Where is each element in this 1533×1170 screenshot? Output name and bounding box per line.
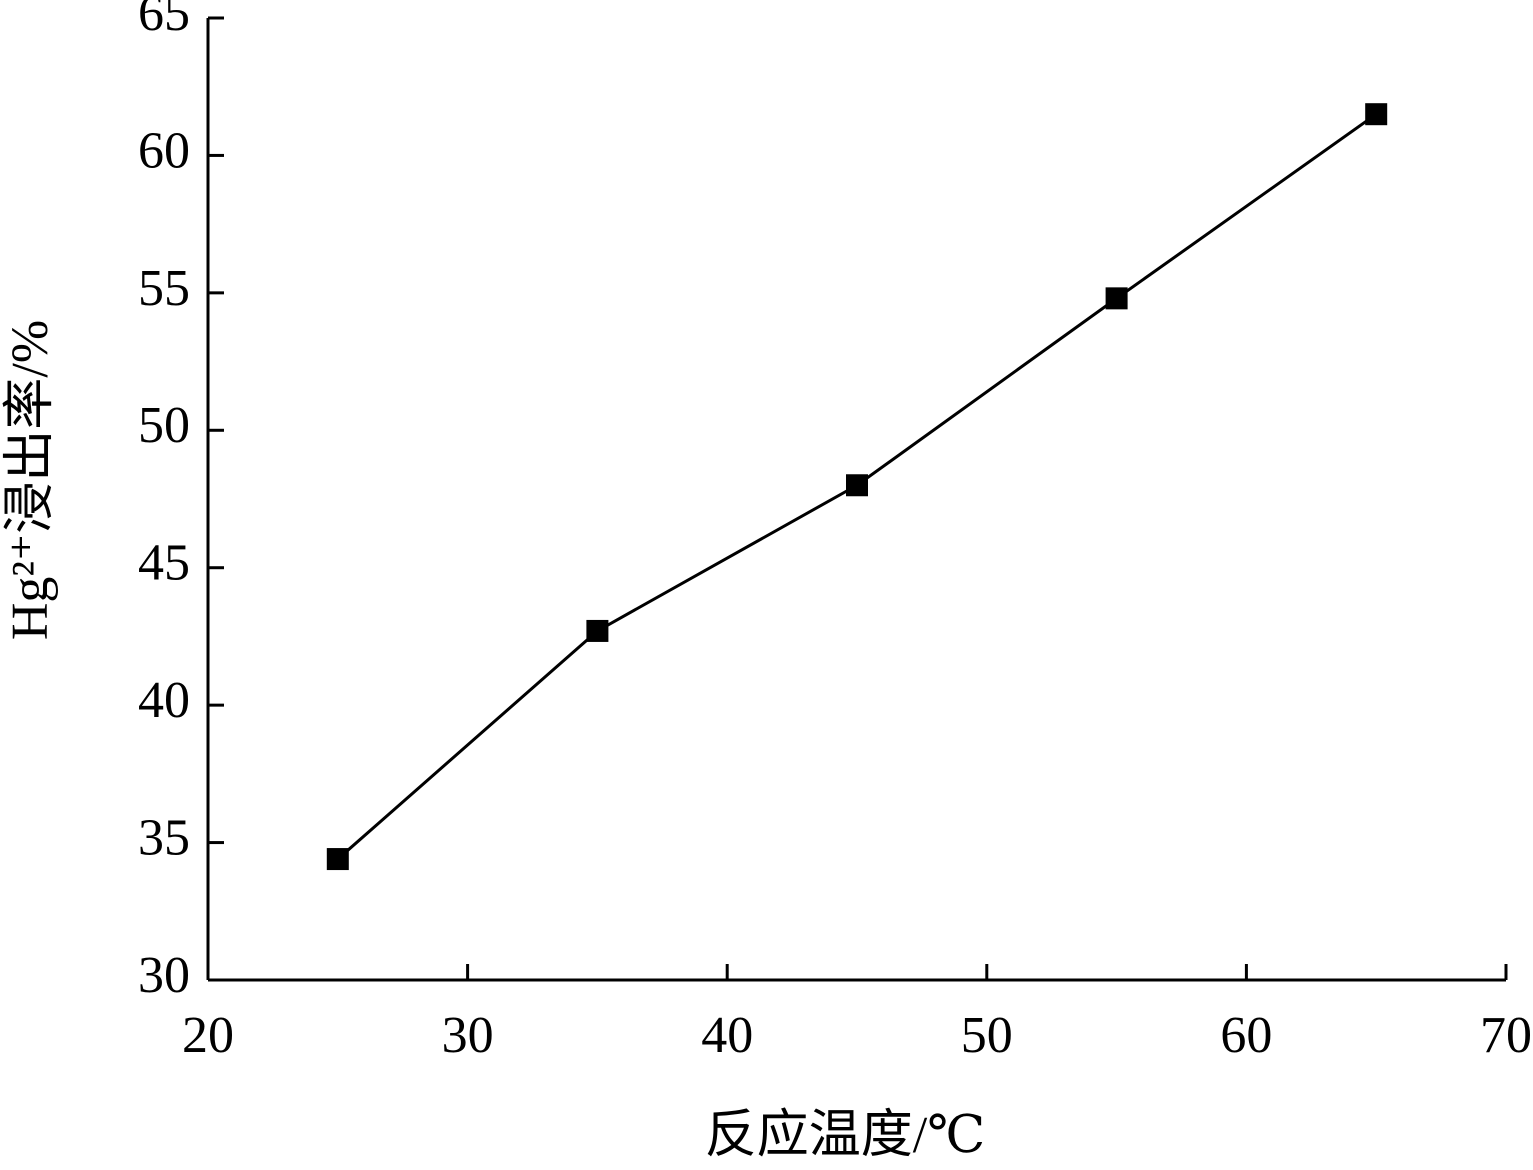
y-tick-label: 30 [138, 947, 190, 1004]
marker [586, 619, 609, 642]
marker [846, 474, 868, 497]
x-tick-label: 70 [1480, 1007, 1532, 1064]
y-axis-label: Hg²⁺浸出率/% [2, 320, 59, 640]
y-tick-label: 65 [138, 0, 190, 42]
marker [1105, 287, 1128, 310]
y-tick-label: 60 [138, 122, 190, 179]
x-tick-label: 60 [1220, 1007, 1272, 1064]
x-axis-label: 反应温度/℃ [705, 1107, 986, 1164]
y-tick-label: 45 [138, 535, 190, 592]
y-tick-label: 40 [138, 672, 190, 729]
y-tick-label: 35 [138, 810, 190, 867]
x-tick-label: 40 [701, 1007, 753, 1064]
marker [1365, 103, 1388, 126]
x-tick-label: 50 [961, 1007, 1013, 1064]
marker [326, 848, 349, 871]
y-tick-label: 50 [138, 397, 190, 454]
x-tick-label: 30 [442, 1007, 494, 1064]
y-tick-label: 55 [138, 260, 190, 317]
x-tick-label: 20 [182, 1007, 234, 1064]
